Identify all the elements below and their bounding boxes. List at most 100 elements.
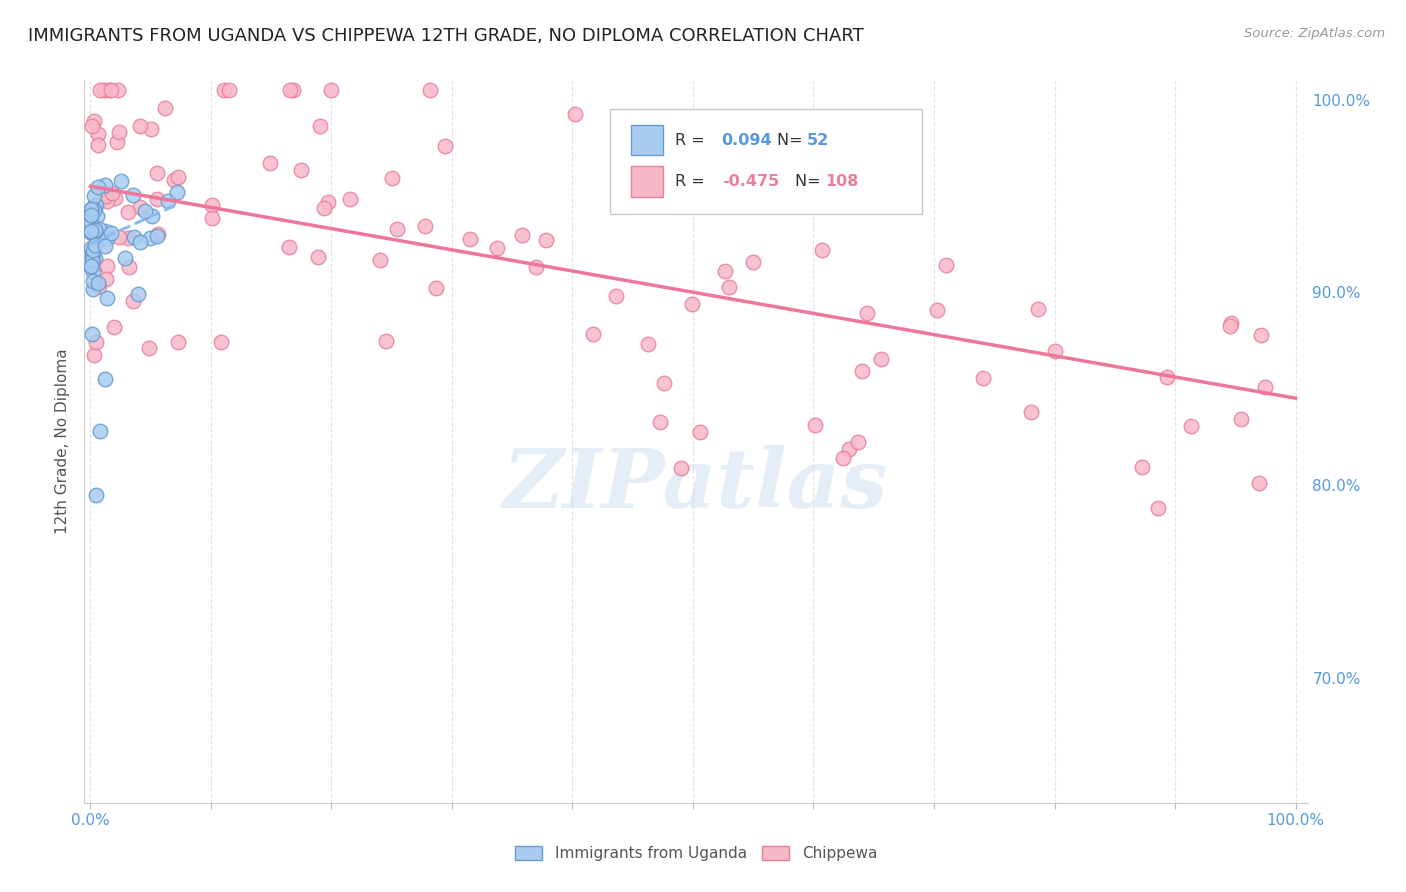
Point [831, 450, 853, 465]
Point [166, 170, 188, 185]
Point [425, 280, 447, 294]
Text: 52: 52 [807, 133, 830, 148]
Point [717, 279, 740, 293]
Point [375, 334, 398, 348]
Point [127, 286, 149, 301]
Point [146, 193, 169, 207]
Point [101, 186, 124, 200]
Point [1156, 369, 1178, 384]
Point [96, 189, 118, 203]
Point [277, 240, 299, 254]
Point [855, 306, 877, 320]
Point [104, 191, 127, 205]
Text: 0.094: 0.094 [721, 133, 772, 148]
Point [93, 83, 115, 97]
Point [218, 83, 240, 97]
Text: R =: R = [675, 174, 710, 189]
Point [141, 210, 163, 224]
Point [84, 224, 107, 238]
Point [1254, 379, 1277, 393]
Point [82, 252, 104, 266]
Point [610, 183, 633, 197]
Point [80, 247, 103, 261]
Point [201, 198, 224, 212]
Point [804, 417, 827, 432]
Point [146, 227, 169, 241]
Point [524, 260, 547, 274]
Point [108, 229, 131, 244]
Point [654, 376, 676, 390]
Point [309, 120, 332, 134]
Point [138, 341, 160, 355]
Point [80, 259, 103, 273]
Point [94, 224, 117, 238]
Point [714, 264, 737, 278]
Point [79, 225, 101, 239]
Point [145, 228, 167, 243]
Point [80, 250, 103, 264]
Point [139, 231, 162, 245]
Point [153, 101, 176, 115]
Point [419, 83, 441, 97]
Point [209, 335, 232, 350]
Point [1146, 501, 1168, 516]
Point [117, 231, 139, 245]
Point [381, 171, 404, 186]
FancyBboxPatch shape [631, 166, 664, 196]
Point [145, 166, 167, 180]
Point [339, 192, 361, 206]
Point [166, 185, 188, 199]
Point [117, 204, 139, 219]
Point [86, 127, 108, 141]
Point [122, 294, 145, 309]
Point [972, 371, 994, 385]
Point [94, 272, 117, 286]
Point [669, 461, 692, 475]
Point [534, 233, 557, 247]
Point [316, 195, 339, 210]
Point [96, 232, 118, 246]
Point [1026, 302, 1049, 317]
Point [129, 200, 152, 214]
Point [83, 198, 105, 212]
Point [200, 211, 222, 225]
Point [485, 241, 508, 255]
Point [80, 208, 103, 222]
Point [110, 173, 132, 187]
Point [650, 415, 672, 429]
Point [83, 237, 105, 252]
Point [93, 178, 115, 192]
Point [80, 209, 103, 223]
Point [212, 83, 235, 97]
Point [564, 106, 586, 120]
Point [86, 198, 108, 212]
Point [1220, 316, 1243, 330]
Point [290, 163, 312, 178]
Point [100, 226, 122, 240]
Point [87, 138, 110, 153]
FancyBboxPatch shape [631, 125, 664, 155]
Point [139, 122, 162, 136]
Text: Source: ZipAtlas.com: Source: ZipAtlas.com [1244, 27, 1385, 40]
Point [83, 203, 105, 218]
Point [851, 364, 873, 378]
Point [129, 235, 152, 249]
Point [100, 83, 122, 97]
Point [94, 372, 117, 386]
Point [281, 83, 304, 97]
Point [1130, 459, 1153, 474]
Text: -0.475: -0.475 [721, 174, 779, 189]
Point [1180, 418, 1202, 433]
Point [925, 303, 948, 318]
Point [935, 258, 957, 272]
Point [86, 209, 108, 223]
Point [83, 229, 105, 244]
Point [80, 202, 103, 217]
Point [83, 188, 105, 202]
Point [84, 335, 107, 350]
Point [105, 136, 128, 150]
Point [82, 282, 104, 296]
Point [94, 239, 117, 253]
Point [82, 274, 104, 288]
Point [107, 83, 129, 97]
